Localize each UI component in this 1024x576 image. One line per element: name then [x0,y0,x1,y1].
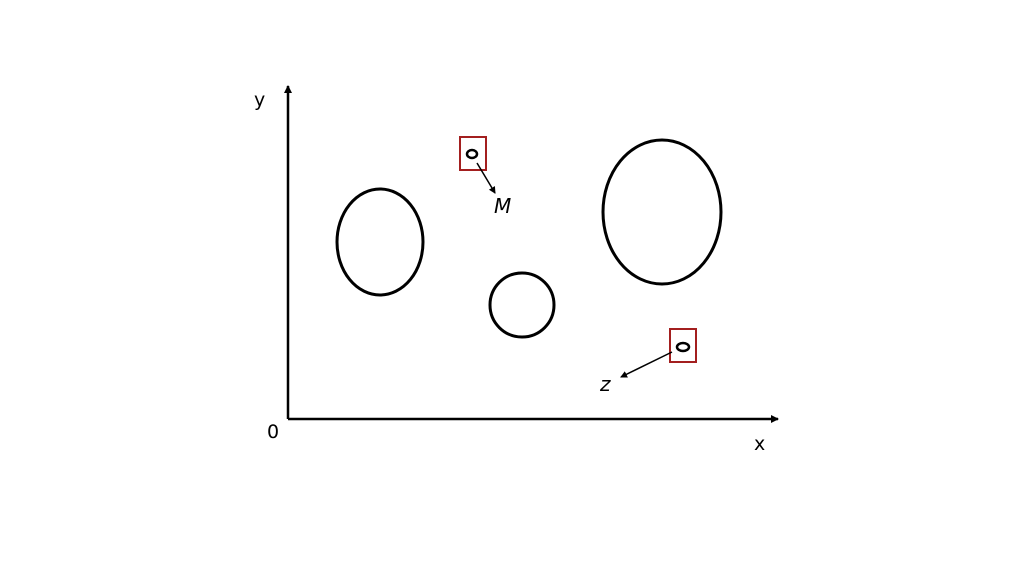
m-small-ellipse [465,148,479,160]
z-pointer-arrow [620,351,673,378]
middle-circle [488,271,556,339]
z-label: z [599,372,611,396]
x-axis-label: x [754,433,765,455]
m-pointer-arrow [476,162,496,194]
right-ellipse [601,138,723,286]
z-small-ellipse [675,341,691,353]
y-axis-label: y [254,89,265,111]
origin-label: 0 [267,421,279,443]
m-label: M [494,194,511,218]
left-ellipse [335,187,425,297]
m-highlight-box [459,136,487,171]
z-highlight-box [669,328,697,363]
